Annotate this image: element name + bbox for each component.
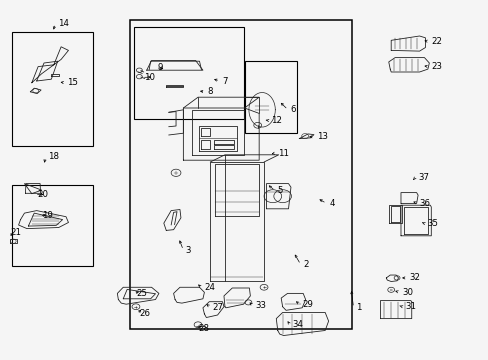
Text: 30: 30 — [401, 288, 412, 297]
Text: 28: 28 — [198, 324, 208, 333]
Text: 26: 26 — [139, 309, 150, 318]
Text: 33: 33 — [255, 301, 265, 310]
Bar — [12, 185, 93, 266]
Text: 4: 4 — [328, 199, 334, 208]
Text: 36: 36 — [419, 199, 429, 208]
Text: 12: 12 — [271, 116, 282, 125]
Text: 9: 9 — [158, 63, 163, 72]
Bar — [12, 32, 93, 146]
Text: 2: 2 — [303, 260, 308, 269]
Text: 11: 11 — [277, 149, 288, 158]
Text: 3: 3 — [185, 246, 191, 255]
Text: 18: 18 — [48, 152, 59, 161]
Text: 31: 31 — [404, 302, 415, 311]
Bar — [129, 20, 351, 329]
Text: 23: 23 — [430, 62, 441, 71]
Text: 15: 15 — [67, 78, 78, 87]
Text: 27: 27 — [212, 302, 223, 312]
Text: 21: 21 — [11, 228, 21, 237]
Text: 37: 37 — [417, 173, 428, 181]
Text: 25: 25 — [136, 289, 146, 298]
Text: 19: 19 — [42, 211, 53, 220]
Text: 8: 8 — [207, 87, 213, 96]
Text: 22: 22 — [430, 37, 441, 46]
Text: 34: 34 — [292, 320, 303, 329]
Text: 6: 6 — [290, 105, 295, 114]
Text: 5: 5 — [277, 186, 283, 195]
Text: 10: 10 — [144, 73, 155, 82]
Bar — [134, 27, 244, 119]
Bar — [245, 61, 296, 133]
Text: 14: 14 — [58, 19, 68, 28]
Text: 13: 13 — [316, 132, 327, 141]
Text: 29: 29 — [302, 300, 312, 309]
Text: 35: 35 — [427, 219, 438, 228]
Text: 7: 7 — [222, 77, 227, 85]
Text: 1: 1 — [355, 303, 361, 312]
Text: 20: 20 — [37, 190, 48, 199]
Text: 32: 32 — [409, 274, 420, 282]
Text: 24: 24 — [204, 284, 215, 292]
